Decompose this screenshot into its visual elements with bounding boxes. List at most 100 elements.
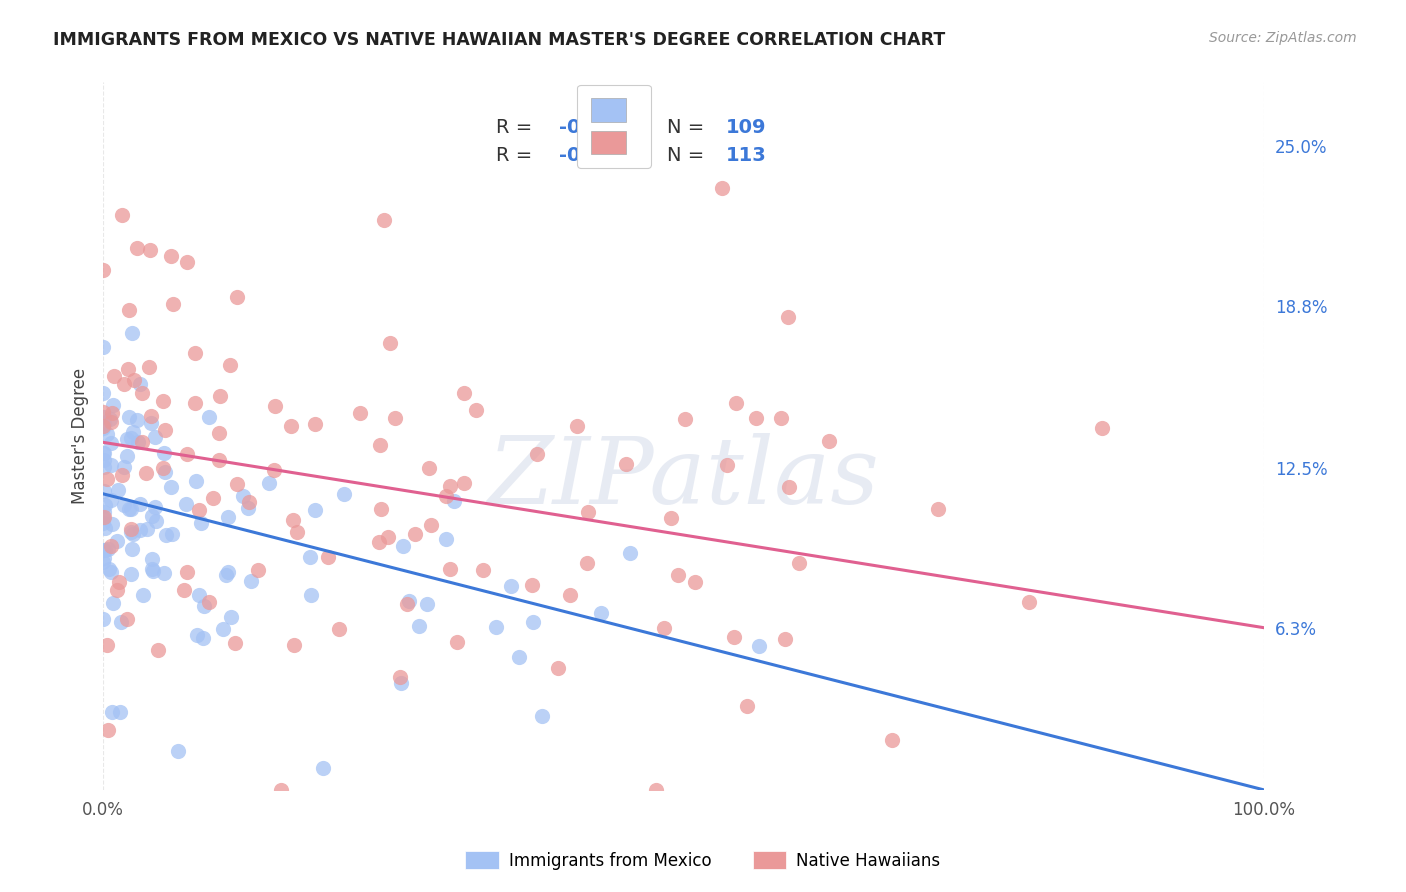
Point (91, 405, 114, 419)
Point (547, 661, 569, 675)
Text: R =: R = (495, 118, 538, 136)
Point (263, 463, 285, 477)
Point (259, 476, 281, 491)
Point (232, 489, 254, 503)
Point (418, 460, 440, 475)
Point (439, 561, 461, 575)
Point (927, 501, 949, 516)
Point (176, 447, 198, 461)
Point (131, 435, 153, 450)
Point (174, 497, 197, 511)
Point (318, 549, 340, 564)
Point (143, 429, 166, 443)
Point (141, 509, 163, 524)
Point (443, 494, 465, 508)
Point (471, 562, 494, 576)
Point (380, 336, 402, 351)
Point (522, 615, 544, 629)
Point (94, 498, 117, 512)
Point (408, 619, 430, 633)
Point (748, 640, 770, 654)
Point (124, 374, 146, 388)
Point (224, 636, 246, 650)
Point (198, 595, 221, 609)
Point (176, 565, 198, 579)
Point (120, 502, 142, 516)
Point (666, 568, 689, 582)
Point (152, 394, 174, 409)
Point (392, 539, 415, 553)
Point (100, 492, 122, 507)
Point (91, 419, 114, 434)
Point (141, 552, 163, 566)
Point (193, 631, 215, 645)
Point (332, 487, 354, 501)
Point (373, 213, 395, 227)
Point (93, 410, 115, 425)
Point (115, 432, 138, 446)
Point (118, 501, 141, 516)
Point (508, 649, 530, 664)
Point (152, 461, 174, 475)
Point (349, 405, 371, 419)
Point (91, 516, 114, 530)
Point (368, 438, 391, 452)
Point (138, 244, 160, 258)
Point (143, 500, 166, 514)
Point (105, 534, 128, 549)
Point (118, 303, 141, 318)
Point (787, 557, 810, 571)
Point (239, 574, 262, 588)
Point (120, 524, 142, 539)
Point (683, 574, 706, 589)
Point (112, 498, 135, 512)
Point (100, 406, 122, 420)
Point (93, 510, 115, 524)
Point (98, 561, 121, 575)
Point (139, 409, 162, 423)
Point (215, 567, 238, 582)
Point (152, 446, 174, 460)
Point (91, 421, 114, 435)
Point (659, 510, 682, 524)
Point (97, 542, 120, 557)
Point (281, 513, 304, 527)
Point (91, 340, 114, 354)
Point (465, 402, 488, 417)
Point (139, 416, 162, 430)
Point (100, 565, 122, 579)
Point (117, 361, 139, 376)
Point (299, 588, 322, 602)
Point (238, 495, 260, 509)
Point (193, 599, 215, 613)
Point (614, 457, 637, 471)
Point (101, 517, 124, 532)
Point (187, 503, 209, 517)
Point (404, 527, 426, 541)
Point (395, 597, 418, 611)
Point (105, 583, 128, 598)
Point (270, 783, 292, 797)
Point (138, 359, 160, 374)
Point (112, 459, 135, 474)
Point (129, 497, 152, 511)
Point (263, 399, 285, 413)
Point (818, 434, 841, 449)
Point (208, 453, 231, 467)
Point (121, 541, 143, 556)
Point (159, 480, 181, 494)
Legend: Immigrants from Mexico, Native Hawaiians: Immigrants from Mexico, Native Hawaiians (458, 845, 948, 877)
Point (219, 359, 242, 373)
Point (246, 562, 269, 576)
Point (93, 453, 115, 467)
Point (145, 514, 167, 528)
Point (769, 411, 792, 425)
Point (711, 181, 734, 195)
Point (107, 575, 129, 590)
Point (125, 412, 148, 426)
Point (146, 643, 169, 657)
Point (93, 446, 115, 460)
Point (398, 594, 420, 608)
Point (419, 518, 441, 533)
Point (217, 565, 239, 579)
